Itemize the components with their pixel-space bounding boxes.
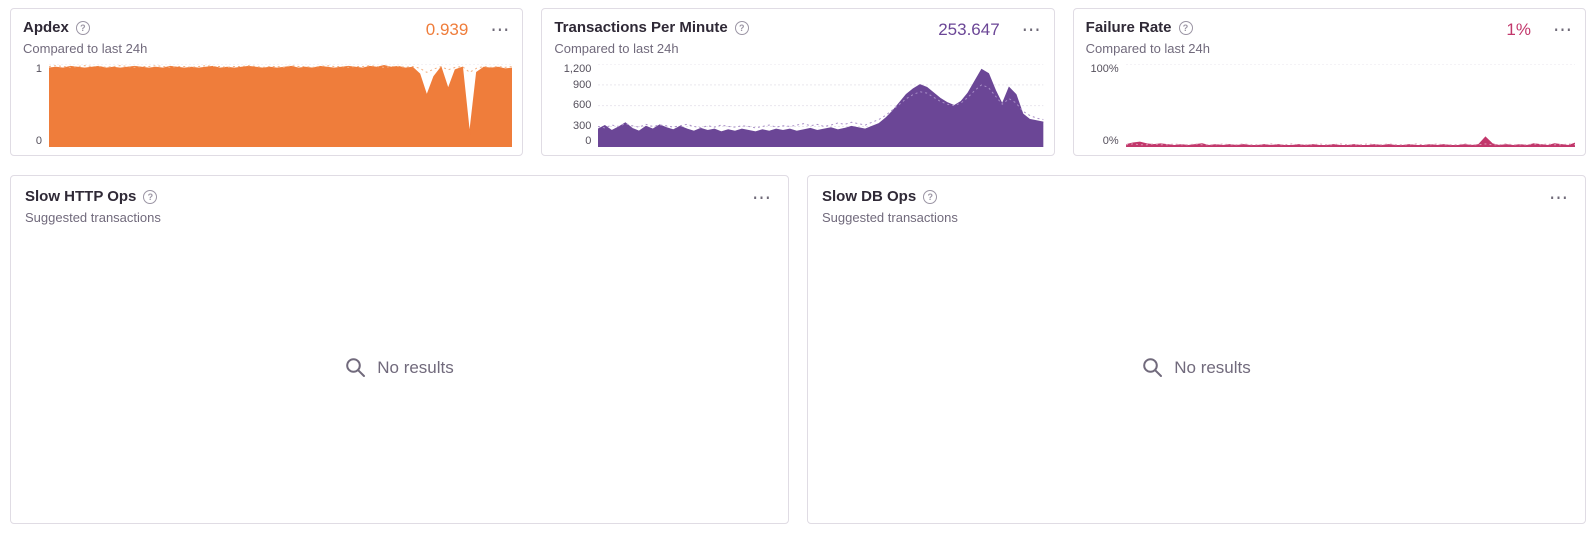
- card-header: Transactions Per Minute ? Compared to la…: [554, 19, 1043, 56]
- empty-state-text: No results: [1174, 357, 1251, 377]
- ellipsis-menu-icon[interactable]: ⋯: [1021, 19, 1042, 41]
- card-header-left: Transactions Per Minute ? Compared to la…: [554, 19, 749, 56]
- help-icon[interactable]: ?: [1178, 21, 1193, 36]
- ellipsis-menu-icon[interactable]: ⋯: [1552, 19, 1573, 41]
- card-title: Apdex: [23, 19, 69, 36]
- y-axis: 1,200 900 600 300 0: [563, 62, 592, 147]
- apdex-value: 0.939: [425, 20, 469, 39]
- failure-rate-value: 1%: [1506, 20, 1531, 39]
- card-subtitle: Compared to last 24h: [554, 40, 679, 56]
- search-icon: [345, 357, 366, 378]
- empty-state-text: No results: [377, 357, 454, 377]
- ellipsis-menu-icon[interactable]: ⋯: [1549, 188, 1569, 209]
- card-header-right: 1% ⋯: [1506, 19, 1575, 40]
- card-subtitle: Suggested transactions: [822, 209, 958, 225]
- chart-plot-area: [598, 64, 1044, 147]
- card-title: Failure Rate: [1085, 19, 1172, 36]
- card-header-left: Slow DB Ops ? Suggested transactions: [822, 188, 958, 225]
- card-subtitle: Suggested transactions: [25, 209, 161, 225]
- card-title: Transactions Per Minute: [554, 19, 728, 36]
- tpm-value: 253.647: [938, 20, 1000, 39]
- card-header: Slow HTTP Ops ? Suggested transactions ⋯: [25, 188, 774, 225]
- card-subtitle: Compared to last 24h: [23, 40, 148, 56]
- empty-state: No results: [822, 225, 1571, 511]
- empty-state: No results: [25, 225, 774, 511]
- card-slow-db-ops: Slow DB Ops ? Suggested transactions ⋯ N…: [807, 175, 1586, 524]
- help-icon[interactable]: ?: [75, 21, 90, 36]
- ellipsis-menu-icon[interactable]: ⋯: [490, 19, 511, 41]
- card-header-right: ⋯: [1547, 188, 1571, 208]
- card-header-right: 253.647 ⋯: [938, 19, 1043, 40]
- card-header-left: Failure Rate ? Compared to last 24h: [1086, 19, 1210, 56]
- card-header-right: ⋯: [750, 188, 774, 208]
- search-icon: [1142, 357, 1163, 378]
- tpm-chart: 1,200 900 600 300 0: [554, 62, 1044, 147]
- card-failure-rate: Failure Rate ? Compared to last 24h 1% ⋯…: [1072, 8, 1586, 156]
- card-subtitle: Compared to last 24h: [1085, 40, 1210, 56]
- card-header: Failure Rate ? Compared to last 24h 1% ⋯: [1086, 19, 1575, 56]
- card-header: Slow DB Ops ? Suggested transactions ⋯: [822, 188, 1571, 225]
- card-header-left: Apdex ? Compared to last 24h: [23, 19, 147, 56]
- card-header-right: 0.939 ⋯: [426, 19, 513, 40]
- help-icon[interactable]: ?: [143, 190, 158, 205]
- card-header: Apdex ? Compared to last 24h 0.939 ⋯: [23, 19, 512, 56]
- card-transactions-per-minute: Transactions Per Minute ? Compared to la…: [541, 8, 1055, 156]
- ellipsis-menu-icon[interactable]: ⋯: [752, 188, 772, 209]
- card-slow-http-ops: Slow HTTP Ops ? Suggested transactions ⋯…: [10, 175, 789, 524]
- card-title: Slow HTTP Ops: [25, 188, 137, 205]
- chart-plot-area: [49, 64, 513, 147]
- chart-plot-area: [1125, 64, 1575, 147]
- help-icon[interactable]: ?: [923, 190, 938, 205]
- help-icon[interactable]: ?: [734, 21, 749, 36]
- y-axis: 100% 0%: [1090, 62, 1119, 147]
- card-header-left: Slow HTTP Ops ? Suggested transactions: [25, 188, 161, 225]
- slow-ops-row: Slow HTTP Ops ? Suggested transactions ⋯…: [10, 175, 1586, 524]
- card-title: Slow DB Ops: [822, 188, 917, 205]
- failure-rate-chart: 100% 0%: [1086, 62, 1575, 147]
